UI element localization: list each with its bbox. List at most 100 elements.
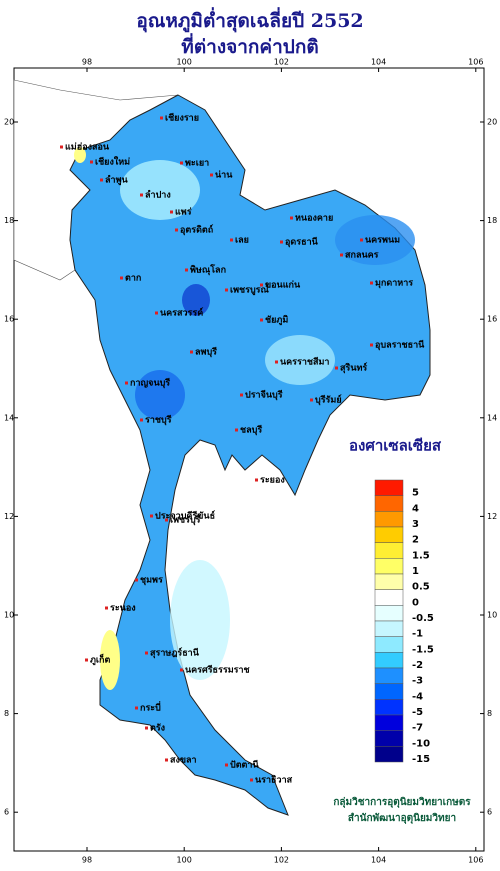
anomaly-zone (135, 370, 185, 420)
legend-label: 1 (412, 566, 419, 577)
lon-tick-label: 98 (82, 856, 92, 865)
place-label: นครสวรรค์ (160, 307, 203, 319)
legend-swatch (374, 479, 404, 496)
station (230, 238, 233, 242)
land (13, 79, 431, 816)
place-label: เชียงใหม่ (95, 156, 130, 168)
legend-swatch (374, 636, 404, 653)
place-label: กระบี่ (140, 701, 161, 714)
station (85, 658, 88, 662)
legend-label: -7 (412, 723, 423, 734)
place-label: แม่ฮ่องสอน (65, 142, 110, 153)
lat-tick-label: 14 (4, 413, 14, 422)
lat-tick-label: 8 (4, 709, 9, 718)
place-label: เพชรบูรณ์ (230, 284, 269, 296)
station (145, 651, 148, 655)
station (140, 418, 143, 422)
station (210, 173, 213, 177)
place-label: อุบลราชธานี (375, 340, 425, 351)
credit: สำนักพัฒนาอุตุนิยมวิทยา (348, 812, 456, 824)
station (360, 238, 363, 242)
place-label: น่าน (215, 170, 233, 181)
lat-tick-label: 6 (4, 808, 9, 817)
legend-swatch (374, 714, 404, 731)
station (155, 311, 158, 315)
station (235, 428, 238, 432)
lat-tick-label: 12 (4, 512, 14, 521)
station (175, 228, 178, 232)
legend-label: 5 (412, 488, 419, 499)
lat-tick-label: 18 (4, 216, 14, 225)
legend-swatch (374, 526, 404, 543)
station (170, 210, 173, 214)
anomaly-zone (100, 630, 120, 690)
lat-tick-label: 20 (4, 118, 14, 127)
legend-label: 2 (412, 535, 419, 546)
place-label: ประจวบคีรีขันธ์ (155, 510, 215, 522)
station (145, 726, 148, 730)
station (250, 778, 253, 782)
anomaly-zone (170, 560, 230, 680)
legend-label: -10 (412, 738, 430, 749)
lat-tick-label: 16 (4, 315, 14, 324)
place-label: ลำปาง (145, 190, 171, 201)
place-label: พะเยา (185, 159, 209, 169)
title-line: อุณหภูมิต่ำสุดเฉลี่ยปี 2552 (136, 7, 363, 33)
place-label: เลย (235, 236, 249, 246)
place-label: ราชบุรี (145, 415, 172, 426)
station (165, 518, 168, 522)
lon-tick-label: 100 (177, 856, 192, 865)
station (240, 393, 243, 397)
place-label: อุตรดิตถ์ (180, 224, 213, 236)
lat-tick-label: 20 (487, 118, 497, 127)
place-label: กาญจนบุรี (130, 378, 170, 389)
place-label: นราธิวาส (255, 775, 293, 786)
anomaly-zone (120, 160, 200, 220)
thailand (69, 94, 431, 816)
place-label: นครพนม (365, 236, 400, 246)
station (370, 343, 373, 347)
credit: กลุ่มวิชาการอุตุนิยมวิทยาเกษตร (333, 796, 471, 808)
station (310, 398, 313, 402)
anomaly-zone (335, 215, 415, 265)
place-label: สงขลา (170, 756, 197, 766)
legend-label: 0.5 (412, 582, 430, 593)
station (90, 160, 93, 164)
place-label: ชุมพร (140, 576, 163, 586)
lat-tick-label: 14 (487, 413, 497, 422)
lon-tick-label: 104 (371, 58, 386, 67)
station (335, 366, 338, 370)
place-label: มุกดาหาร (375, 279, 413, 289)
station (225, 288, 228, 292)
station (165, 758, 168, 762)
legend-label: -15 (412, 754, 430, 765)
legend-swatch (374, 542, 404, 559)
legend-title-bg (340, 435, 450, 457)
station (260, 318, 263, 322)
legend-label: -5 (412, 707, 423, 718)
legend-swatch (374, 620, 404, 637)
station (180, 161, 183, 165)
legend-label: -1 (412, 629, 423, 640)
place-label: ปราจีนบุรี (245, 390, 283, 401)
place-label: สุรินทร์ (340, 362, 367, 374)
lat-tick-label: 6 (487, 808, 492, 817)
station (225, 763, 228, 767)
legend-swatch (374, 558, 404, 575)
lon-tick-label: 98 (82, 58, 92, 67)
legend-label: -0.5 (412, 613, 434, 624)
place-label: พิษณุโลก (190, 264, 226, 276)
place-label: ภูเก็ต (90, 653, 110, 666)
place-label: ชลบุรี (240, 425, 262, 436)
place-label: แพร่ (175, 207, 192, 218)
station (120, 276, 123, 280)
legend-swatch (374, 495, 404, 512)
station (100, 178, 103, 182)
legend-label: 3 (412, 519, 419, 530)
legend-label: -2 (412, 660, 423, 671)
lat-tick-label: 18 (487, 216, 497, 225)
legend-swatch (374, 511, 404, 528)
station (140, 193, 143, 197)
lat-tick-label: 10 (4, 611, 14, 620)
anomaly-zone (265, 335, 335, 385)
